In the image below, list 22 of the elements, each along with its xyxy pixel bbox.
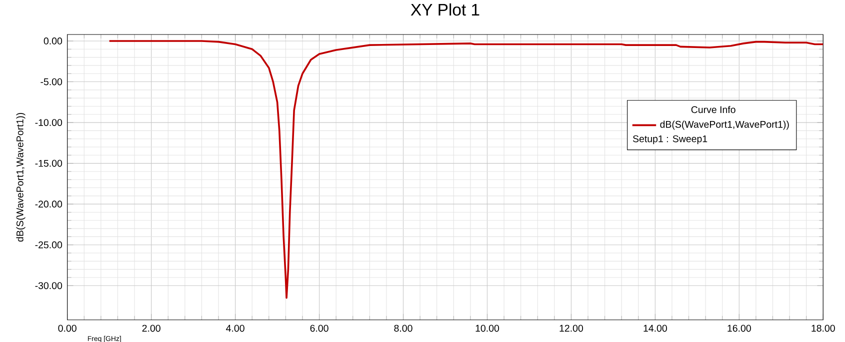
y-tick-label: 0.00 <box>44 38 62 44</box>
annotation: Setup1 : Sweep1 <box>632 135 708 144</box>
y-tick-label: -30.00 <box>35 282 62 290</box>
y-tick-label: -20.00 <box>35 200 62 208</box>
x-tick-label: 10.00 <box>476 324 500 332</box>
y-tick-label: -10.00 <box>35 119 62 126</box>
x-tick-label: 14.00 <box>644 324 667 332</box>
x-tick-label: 2.00 <box>142 324 160 332</box>
x-tick-label: 6.00 <box>310 324 328 332</box>
x-tick-label: 16.00 <box>728 324 751 332</box>
legend-title: Curve Info <box>691 106 736 114</box>
y-tick-label: -5.00 <box>40 78 62 86</box>
chart-title: XY Plot 1 <box>410 3 480 16</box>
x-tick-label: 8.00 <box>394 324 412 332</box>
x-tick-label: 4.00 <box>226 324 244 332</box>
y-tick-label: -25.00 <box>35 241 62 248</box>
x-tick-label: 12.00 <box>560 324 583 332</box>
legend-label: dB(S(WavePort1,WavePort1)) <box>660 120 789 130</box>
y-axis-title: dB(S(WavePort1,WavePort1)) <box>16 112 26 242</box>
x-tick-label: 18.00 <box>812 324 835 332</box>
x-tick-label: 0.00 <box>58 324 76 332</box>
y-tick-label: -15.00 <box>35 160 62 167</box>
